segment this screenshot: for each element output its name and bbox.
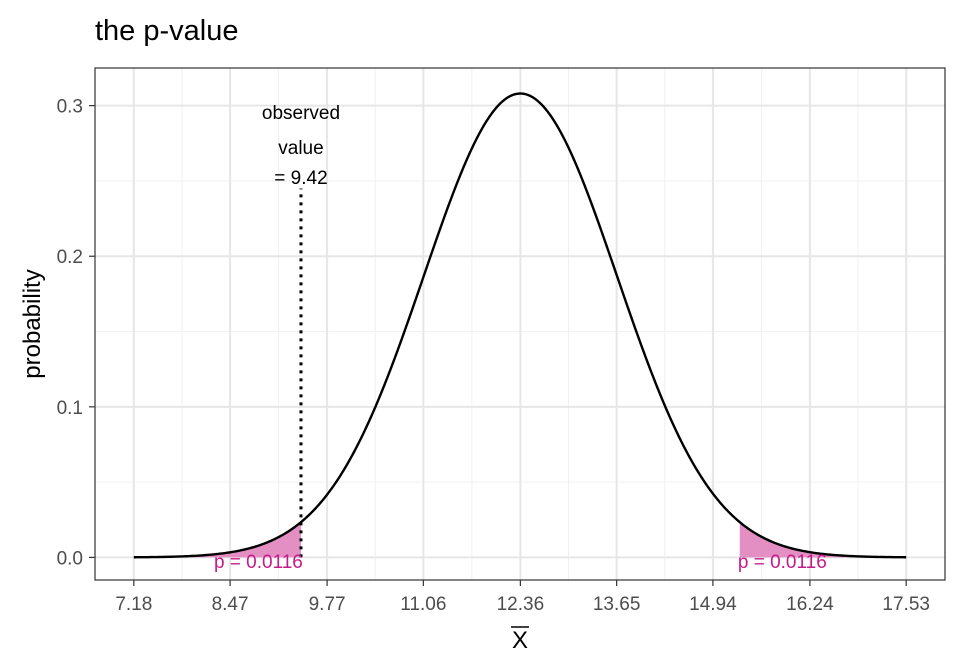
p-value-label: p = 0.0116: [738, 552, 827, 573]
y-axis-title: probability: [19, 269, 46, 378]
x-axis-title: X: [511, 626, 529, 654]
observed-annotation-line: observed: [262, 103, 340, 124]
y-tick-label: 0.2: [57, 247, 83, 268]
x-tick-label: 16.24: [786, 594, 834, 615]
x-tick-label: 11.06: [400, 594, 446, 615]
shaded-tail-region-2: [739, 522, 907, 558]
observed-annotation-line: = 9.42: [274, 168, 327, 189]
shaded-tail-region-1: [133, 522, 301, 558]
x-tick-label: 17.53: [882, 594, 930, 615]
x-axis: 7.18 8.47 9.77 11.06 12.36 13.65 14.94 16.24 17.…: [115, 580, 930, 615]
chart-title: the p-value: [95, 15, 239, 47]
x-tick-label: 12.36: [497, 594, 545, 615]
annotation-layer: observed value = 9.42 p = 0.0116 p = 0.0116: [214, 103, 827, 573]
shaded-tails: [133, 522, 907, 558]
y-tick-label: 0.1: [57, 398, 83, 419]
x-tick-label: 8.47: [212, 594, 249, 615]
x-axis-title-text: X: [512, 627, 528, 654]
y-tick-label: 0.3: [57, 97, 83, 118]
density-curve: [133, 92, 907, 559]
density-curve-layer: [133, 92, 907, 559]
observed-annotation-line: value: [278, 138, 323, 159]
x-tick-label: 7.18: [115, 594, 152, 615]
x-tick-label: 9.77: [309, 594, 346, 615]
x-tick-label: 14.94: [689, 594, 737, 615]
p-value-label: p = 0.0116: [214, 552, 303, 573]
y-tick-label: 0.0: [57, 548, 83, 569]
x-tick-label: 13.65: [593, 594, 641, 615]
y-axis: 0.0 0.1 0.2 0.3: [57, 97, 95, 569]
